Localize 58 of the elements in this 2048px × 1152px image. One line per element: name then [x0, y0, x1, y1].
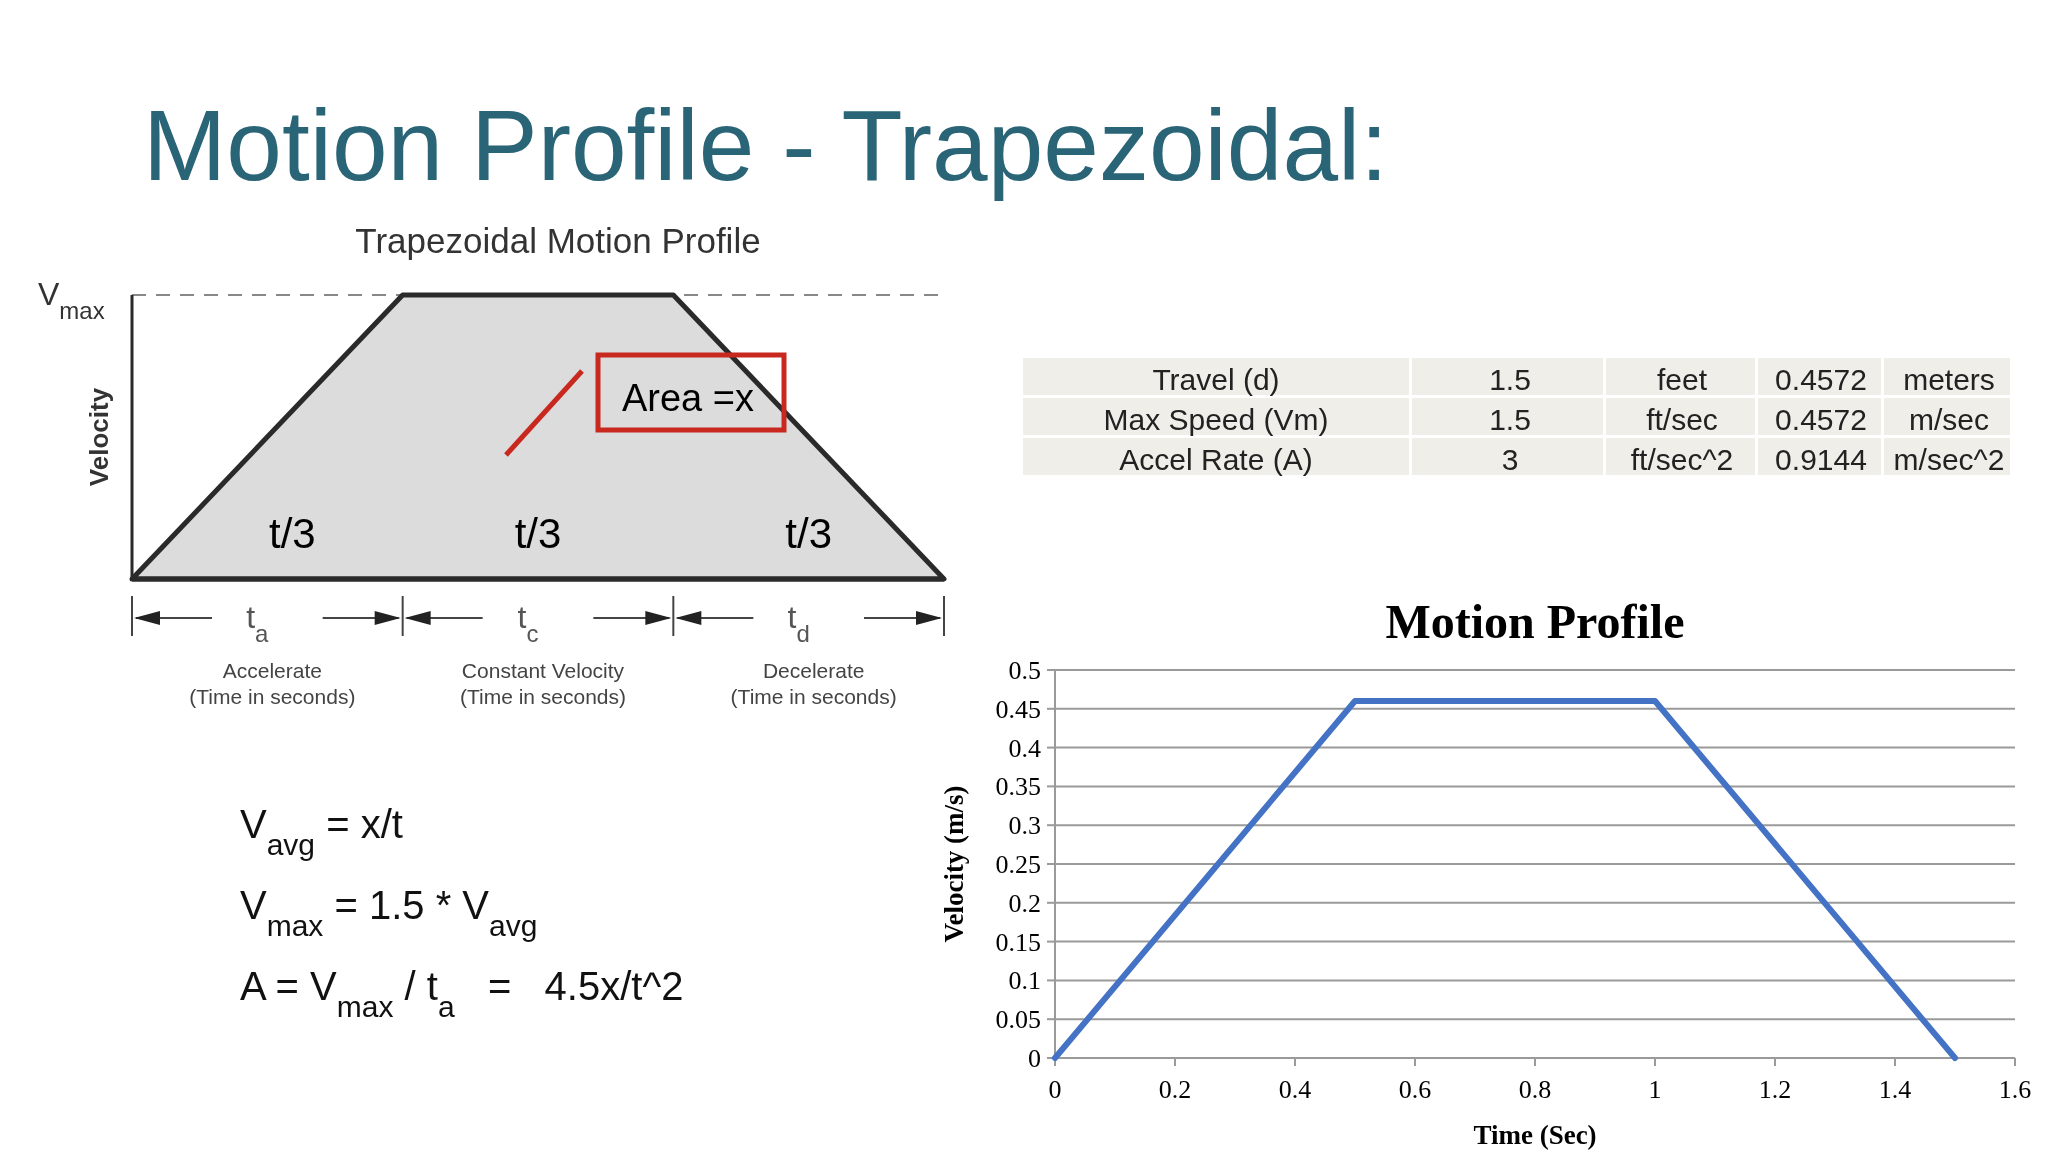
- x-tick-label: 1.4: [1878, 1075, 1912, 1104]
- text: t$_{d}$: [787, 599, 810, 647]
- annotation: Area =x: [621, 377, 755, 419]
- y-tick-label: 0.15: [995, 927, 1041, 957]
- text: t$_{c}$: [517, 599, 539, 647]
- x-tick-label: 1.2: [1758, 1075, 1792, 1104]
- text: feet: [1656, 363, 1708, 396]
- text: 0.4572: [1775, 363, 1867, 396]
- y-axis-title: Velocity: [84, 387, 114, 487]
- text: V$_{max}$ = 1.5 * V$_{avg}$: [240, 883, 538, 942]
- y-axis-title: Velocity (m/s): [939, 785, 969, 943]
- text: meters: [1903, 363, 1995, 396]
- x-tick-label: 1.6: [1998, 1075, 2032, 1104]
- text: (Time in seconds): [730, 685, 897, 708]
- text: 1.5: [1489, 363, 1531, 396]
- annotation: t/3: [785, 510, 833, 557]
- text: ft/sec^2: [1630, 443, 1734, 476]
- text: 0.4572: [1775, 403, 1867, 436]
- y-tick-label: 0.3: [1008, 811, 1041, 841]
- text: Accelerate: [222, 659, 322, 682]
- y-tick-label: 0.5: [1008, 656, 1041, 685]
- y-tick-label: 0.25: [995, 850, 1041, 879]
- text: m/sec: [1908, 403, 1990, 436]
- text: Max Speed (Vm): [1103, 403, 1329, 436]
- chart-title: Motion Profile: [1385, 595, 1685, 648]
- y-tick-label: 0.2: [1008, 888, 1041, 918]
- text: m/sec^2: [1893, 443, 2005, 476]
- annotation: t/3: [268, 510, 316, 557]
- text: Travel (d): [1152, 363, 1280, 396]
- text: ft/sec: [1646, 403, 1718, 436]
- text: (Time in seconds): [189, 685, 356, 708]
- x-tick-label: 0.2: [1158, 1075, 1192, 1104]
- y-tick-label: 0.35: [995, 772, 1041, 802]
- y-tick-label: 0.45: [995, 694, 1041, 724]
- chart-title: Trapezoidal Motion Profile: [355, 221, 761, 260]
- text: Accel Rate (A): [1119, 443, 1313, 476]
- x-axis-title: Time (Sec): [1473, 1120, 1597, 1150]
- text: V$_{avg}$ = x/t: [240, 802, 403, 861]
- x-tick-label: 0: [1048, 1075, 1062, 1104]
- text: (Time in seconds): [459, 685, 627, 708]
- ref-line-label: V$_{max}$: [38, 276, 105, 324]
- text: Constant Velocity: [461, 659, 625, 682]
- y-tick-label: 0.1: [1008, 966, 1041, 996]
- x-tick-label: 0.8: [1518, 1075, 1552, 1104]
- x-tick-label: 0.6: [1398, 1075, 1432, 1104]
- y-tick-label: 0: [1028, 1044, 1041, 1073]
- x-tick-label: 0.4: [1278, 1075, 1312, 1104]
- text: 3: [1501, 443, 1519, 476]
- y-tick-label: 0.05: [995, 1005, 1041, 1035]
- text: Decelerate: [762, 659, 865, 682]
- text: 0.9144: [1775, 443, 1867, 476]
- y-tick-label: 0.4: [1008, 733, 1041, 763]
- x-tick-label: 1: [1648, 1075, 1662, 1104]
- text: A = V$_{max}$ / t$_{a}$ = 4.5x/t^2: [240, 964, 684, 1023]
- annotation: t/3: [514, 510, 562, 557]
- text: Motion Profile - Trapezoidal:: [143, 89, 1389, 201]
- text: t$_{a}$: [246, 599, 270, 647]
- text: 1.5: [1489, 403, 1531, 436]
